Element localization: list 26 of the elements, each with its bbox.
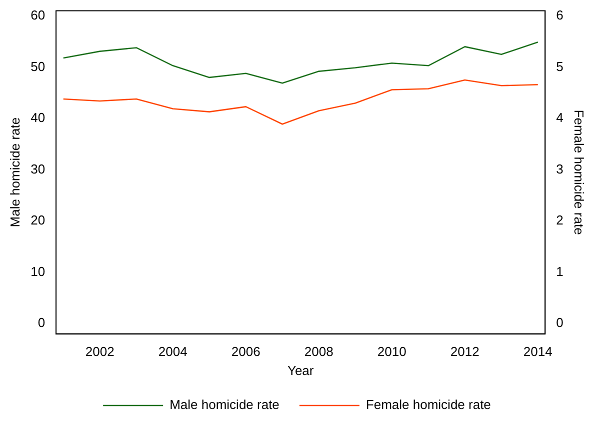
legend-label: Female homicide rate xyxy=(366,397,491,412)
y2-tick-label: 1 xyxy=(556,264,564,279)
y-tick-label: 10 xyxy=(30,264,46,279)
x-tick-label: 2008 xyxy=(304,344,334,360)
y-tick-label: 20 xyxy=(30,212,46,228)
y2-tick-label: 0 xyxy=(556,315,564,330)
x-tick-label: 2014 xyxy=(523,344,552,360)
y-tick-label: 30 xyxy=(30,161,46,176)
x-tick-label: 2006 xyxy=(231,344,260,360)
x-tick-label: 2002 xyxy=(85,344,114,360)
y-tick-label: 60 xyxy=(30,8,46,23)
y-tick-label: 50 xyxy=(30,58,46,74)
y-tick-label: 40 xyxy=(30,110,46,126)
x-tick-label: 2004 xyxy=(158,344,188,360)
y2-tick-label: 2 xyxy=(556,212,564,228)
legend-label: Male homicide rate xyxy=(170,397,280,412)
y2-axis-title: Female homicide rate xyxy=(572,110,587,235)
x-tick-label: 2010 xyxy=(377,344,406,360)
y2-tick-label: 3 xyxy=(556,161,564,176)
x-tick-label: 2012 xyxy=(450,344,480,360)
y2-tick-label: 4 xyxy=(556,110,564,126)
y2-tick-label: 6 xyxy=(556,8,564,23)
y-tick-label: 0 xyxy=(38,315,46,330)
y2-tick-label: 5 xyxy=(556,58,564,74)
y-axis-title: Male homicide rate xyxy=(7,117,22,228)
x-axis-title: Year xyxy=(287,362,314,378)
